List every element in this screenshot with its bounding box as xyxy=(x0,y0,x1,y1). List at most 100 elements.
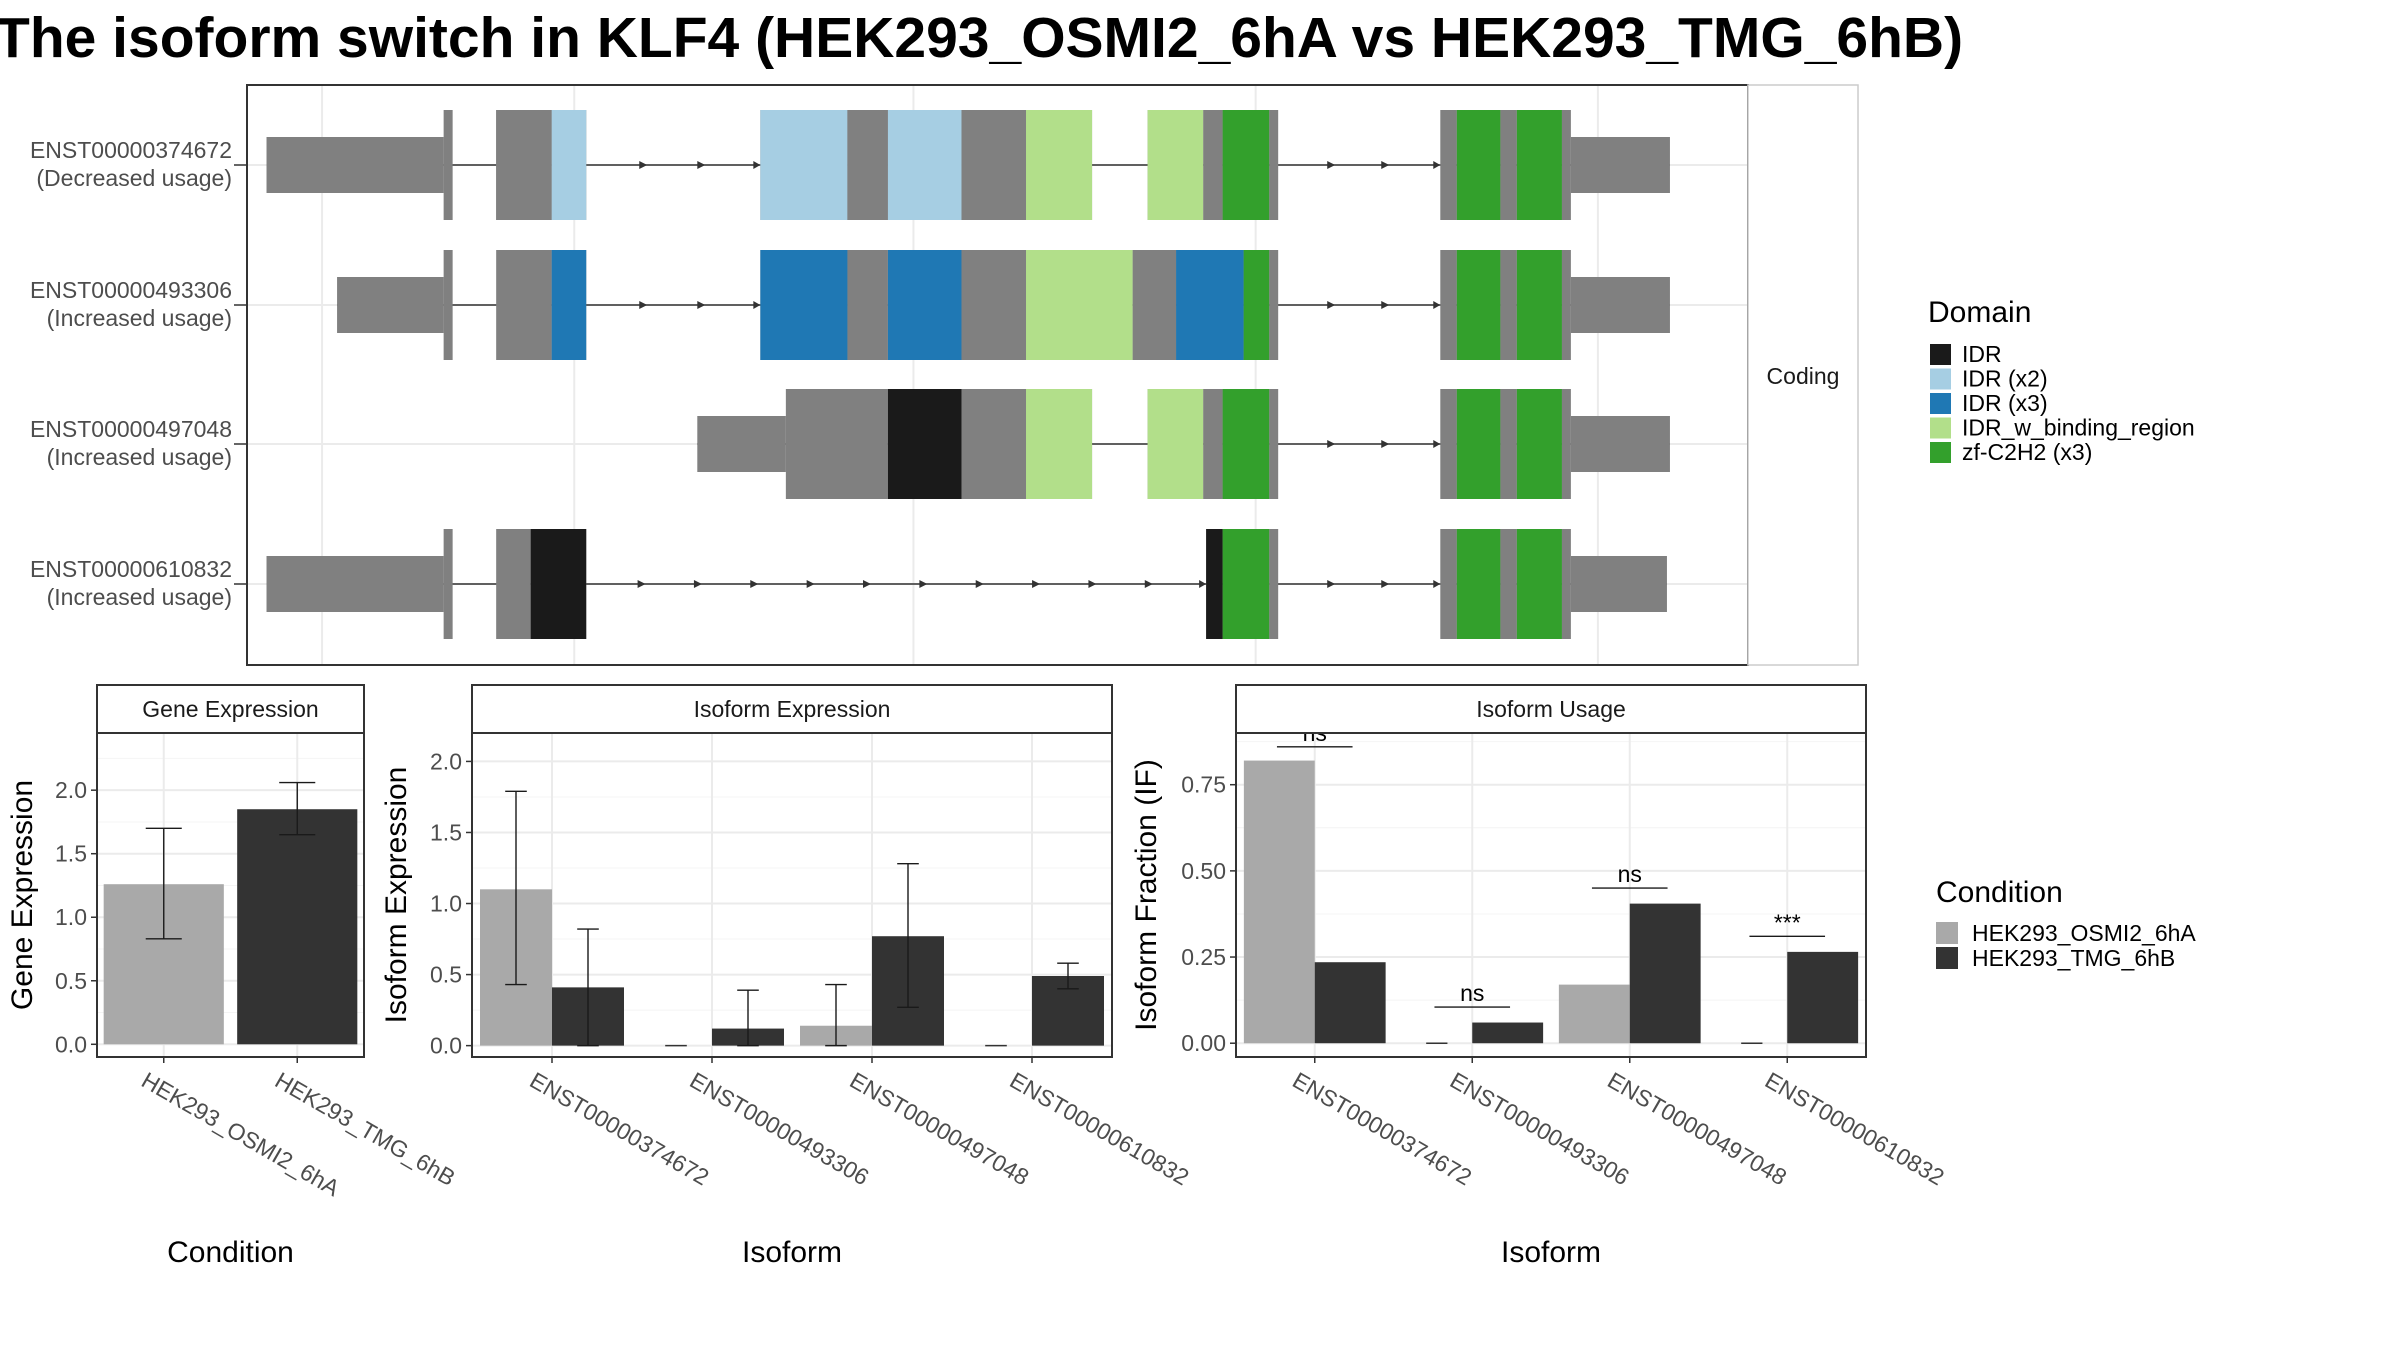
legend-key xyxy=(1930,442,1951,463)
cds-exon xyxy=(1269,250,1279,360)
x-tick-label: ENST00000610832 xyxy=(1761,1067,1949,1191)
y-tick-label: 0.25 xyxy=(1181,944,1226,970)
page-title: The isoform switch in KLF4 (HEK293_OSMI2… xyxy=(0,6,1964,70)
intron-arrow xyxy=(637,580,646,588)
legend-label: HEK293_TMG_6hB xyxy=(1972,945,2175,971)
domain-block xyxy=(1516,389,1562,499)
x-axis-title: Isoform xyxy=(742,1236,842,1269)
y-axis-title: Isoform Fraction (IF) xyxy=(1130,759,1163,1031)
domain-block xyxy=(1176,250,1244,360)
x-tick-label: ENST00000374672 xyxy=(526,1067,714,1191)
legend-label: IDR xyxy=(1962,341,2002,367)
cds-exon xyxy=(1561,389,1571,499)
bar xyxy=(1629,903,1701,1044)
panel-strip xyxy=(1235,684,1867,734)
intron-arrow xyxy=(753,161,761,169)
legend-key xyxy=(1936,922,1958,944)
bar xyxy=(1314,962,1386,1044)
cds-exon xyxy=(1440,110,1457,220)
domain-block xyxy=(887,250,962,360)
isoform-usage-label: (Decreased usage) xyxy=(36,165,232,191)
legend-label: IDR (x3) xyxy=(1962,390,2048,416)
bar xyxy=(1243,760,1315,1044)
domain-block xyxy=(887,110,962,220)
panel-title: Isoform Expression xyxy=(694,696,891,722)
intron-arrow xyxy=(697,161,706,169)
isoform-usage-panel: nsnsns***Isoform Usage0.000.250.500.75EN… xyxy=(1130,684,1949,1269)
domain-block xyxy=(1222,110,1270,220)
intron-arrow xyxy=(1327,440,1336,448)
isoform-label: ENST00000610832 xyxy=(30,556,232,582)
gene-expression-panel: Gene Expression0.00.51.01.52.0HEK293_OSM… xyxy=(6,684,460,1269)
y-tick-label: 0.5 xyxy=(55,968,87,994)
domain-block xyxy=(1456,389,1501,499)
gene-structure-panel: ENST00000374672(Decreased usage) ENST0000… xyxy=(30,84,1859,666)
domain-block xyxy=(496,110,552,220)
cds-exon xyxy=(847,250,888,360)
isoform-label: ENST00000493306 xyxy=(30,277,232,303)
bar xyxy=(237,809,358,1045)
utr-exon xyxy=(1570,416,1670,472)
y-tick-label: 0.0 xyxy=(55,1031,87,1057)
intron-arrow xyxy=(1327,580,1336,588)
intron-arrow xyxy=(753,301,761,309)
cds-exon xyxy=(961,110,1027,220)
domain-block xyxy=(887,389,962,499)
cds-exon xyxy=(785,389,888,499)
y-axis-title: Gene Expression xyxy=(6,780,39,1010)
y-axis-title: Isoform Expression xyxy=(380,767,413,1024)
x-tick-label: ENST00000497048 xyxy=(846,1067,1034,1191)
intron-arrow xyxy=(750,580,759,588)
domain-block xyxy=(1456,110,1501,220)
isoform-usage-label: (Increased usage) xyxy=(47,444,232,470)
isoform-usage-label: (Increased usage) xyxy=(47,584,232,610)
intron-arrow xyxy=(1381,161,1390,169)
domain-block xyxy=(1147,110,1204,220)
cds-exon xyxy=(443,250,453,360)
utr-exon xyxy=(1570,556,1667,612)
facet-strip xyxy=(1747,84,1859,666)
intron-arrow xyxy=(863,580,872,588)
domain-block xyxy=(1026,389,1093,499)
intron-arrow xyxy=(919,580,928,588)
domain-block xyxy=(1516,110,1562,220)
y-tick-label: 0.75 xyxy=(1181,772,1226,798)
utr-exon xyxy=(1570,277,1670,333)
y-tick-label: 0.0 xyxy=(430,1033,462,1059)
utr-exon xyxy=(697,416,786,472)
utr-exon xyxy=(266,556,444,612)
x-tick-label: ENST00000610832 xyxy=(1006,1067,1194,1191)
domain-block xyxy=(1026,110,1093,220)
facet-label: Coding xyxy=(1767,363,1840,389)
intron-arrow xyxy=(1381,440,1390,448)
intron-arrow xyxy=(1433,580,1441,588)
intron-arrow xyxy=(693,580,702,588)
cds-exon xyxy=(1269,110,1279,220)
y-tick-label: 0.00 xyxy=(1181,1030,1226,1056)
legend-key xyxy=(1930,417,1951,439)
legend-label: IDR (x2) xyxy=(1962,366,2048,392)
y-tick-label: 0.5 xyxy=(430,962,462,988)
legend-key xyxy=(1930,393,1951,414)
cds-exon xyxy=(1500,529,1517,639)
legend-key xyxy=(1936,947,1958,969)
intron-arrow xyxy=(1144,580,1153,588)
cds-exon xyxy=(1132,250,1177,360)
cds-exon xyxy=(443,110,453,220)
intron-arrow xyxy=(1199,580,1207,588)
cds-exon xyxy=(443,529,453,639)
legend-key xyxy=(1930,344,1951,365)
domain-block xyxy=(1516,529,1562,639)
y-tick-label: 1.0 xyxy=(430,891,462,917)
domain-block xyxy=(1206,529,1223,639)
domain-block xyxy=(1456,250,1501,360)
panel-strip xyxy=(471,684,1113,734)
domain-block xyxy=(1456,529,1501,639)
x-axis-title: Condition xyxy=(167,1236,294,1269)
legend-label: IDR_w_binding_region xyxy=(1962,415,2195,441)
cds-exon xyxy=(1561,529,1571,639)
legend-label: zf-C2H2 (x3) xyxy=(1962,439,2092,465)
intron-arrow xyxy=(639,301,648,309)
